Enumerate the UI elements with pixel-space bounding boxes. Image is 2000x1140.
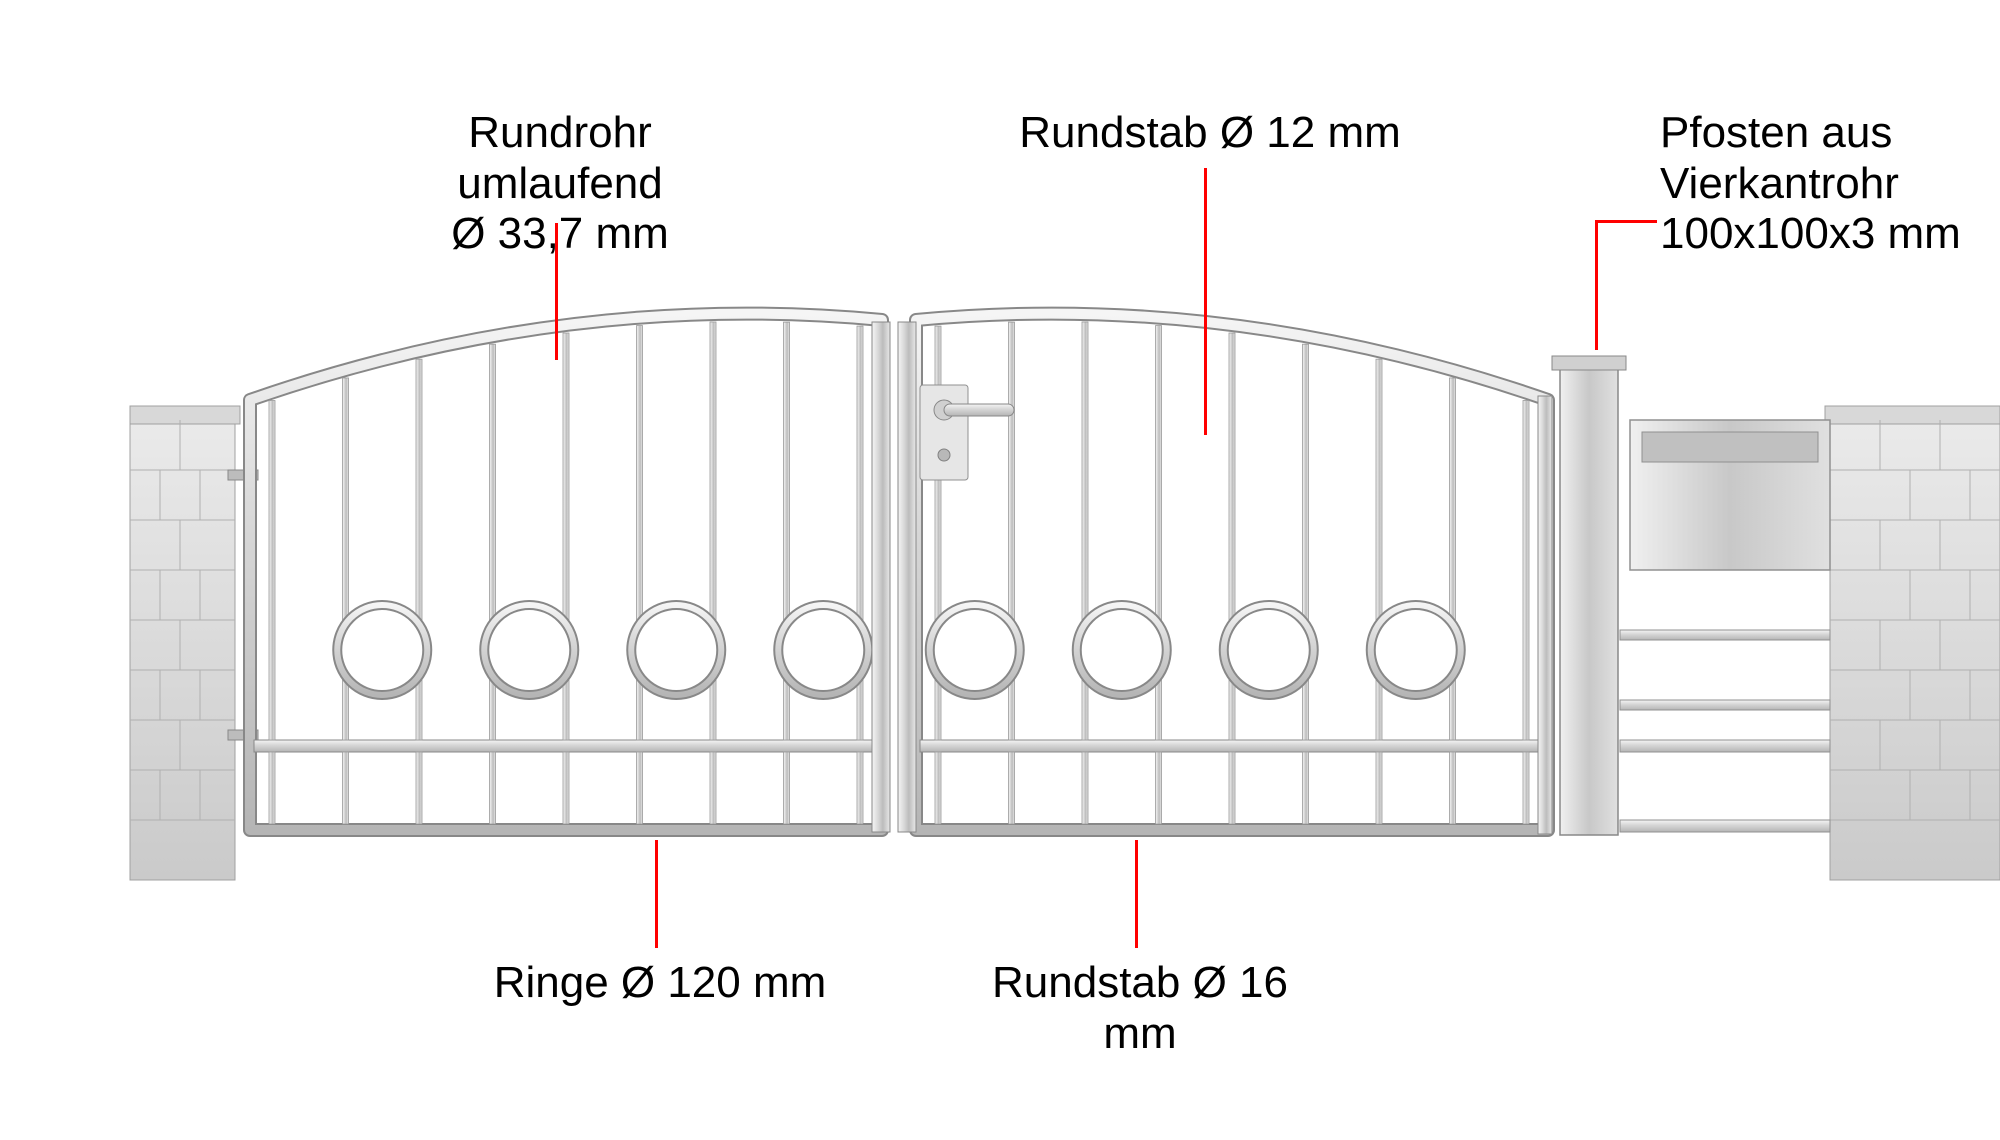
- bar12-leader: [1204, 168, 1207, 435]
- rings-leader: [655, 840, 658, 948]
- tube-frame-leader: [555, 223, 558, 360]
- label-tube-frame: Rundrohr umlaufend Ø 33,7 mm: [370, 108, 750, 260]
- label-bar12: Rundstab Ø 12 mm: [1010, 108, 1410, 159]
- label-rings: Ringe Ø 120 mm: [490, 958, 830, 1009]
- gate-leaf-left: [250, 314, 882, 830]
- label-post: Pfosten aus Vierkantrohr 100x100x3 mm: [1660, 108, 1980, 260]
- center-stiles: [872, 322, 916, 832]
- wall-pillar-left: [130, 406, 240, 880]
- label-bar16: Rundstab Ø 16 mm: [960, 958, 1320, 1059]
- wall-pillar-right: [1825, 406, 2000, 880]
- post-leader-vertical: [1595, 220, 1598, 350]
- door-handle: [934, 400, 1014, 420]
- side-fence: [1620, 420, 1830, 832]
- bar16-leader: [1135, 840, 1138, 948]
- gate-leaf-right: [916, 314, 1552, 834]
- post: [1552, 356, 1626, 835]
- post-leader-horizontal: [1595, 220, 1657, 223]
- lock-plate: [920, 385, 968, 480]
